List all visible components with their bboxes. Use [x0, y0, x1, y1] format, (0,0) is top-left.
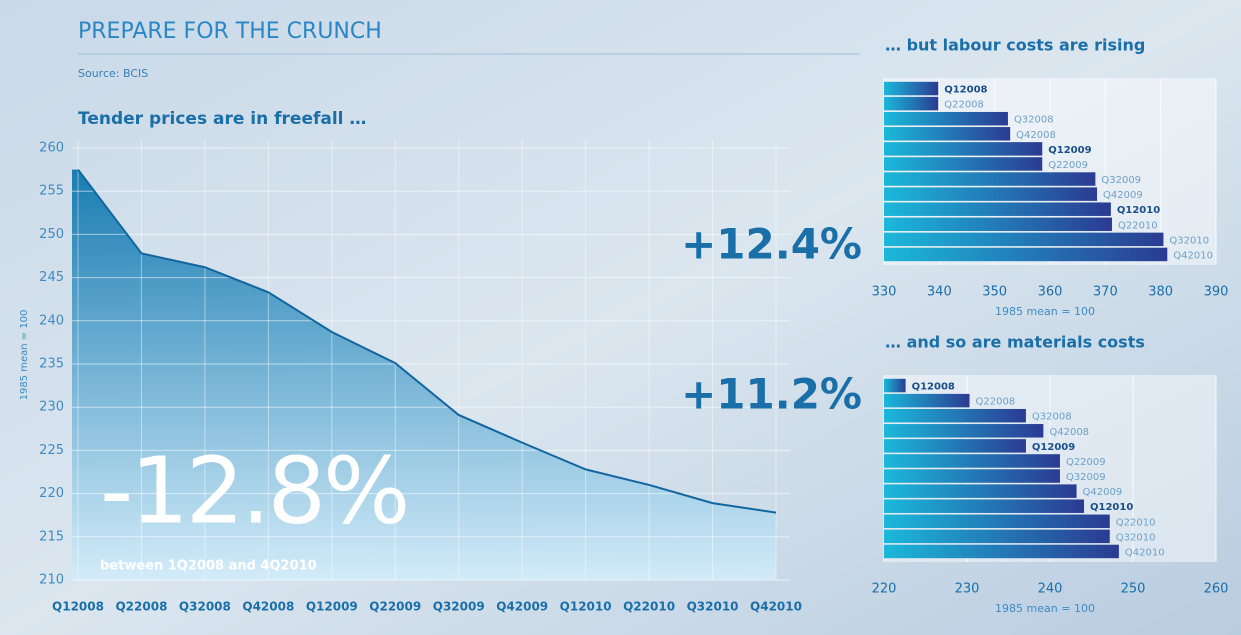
x-axis-label: 1985 mean = 100: [995, 602, 1095, 615]
chart-title: Tender prices are in freefall …: [78, 109, 366, 129]
y-tick-label: 230: [39, 400, 64, 415]
x-tick-label: Q12010: [560, 600, 612, 614]
bar: [884, 172, 1096, 186]
x-tick-label: 390: [1204, 285, 1229, 300]
x-tick-label: 260: [1204, 582, 1229, 597]
bar: [884, 439, 1026, 453]
x-tick-label: Q32010: [687, 600, 739, 614]
bar: [884, 424, 1044, 438]
bar: [884, 247, 1168, 262]
x-tick-label: 360: [1038, 285, 1063, 300]
bar: [884, 469, 1060, 483]
bar-label: Q22009: [1066, 457, 1106, 468]
bar: [884, 408, 1026, 423]
bar: [884, 232, 1164, 247]
x-tick-label: 220: [872, 582, 897, 597]
annotation-note: between 1Q2008 and 4Q2010: [100, 559, 317, 574]
bar-label: Q32010: [1169, 235, 1209, 246]
y-tick-label: 255: [39, 184, 64, 199]
bar: [884, 544, 1119, 559]
x-axis-label: 1985 mean = 100: [995, 305, 1095, 318]
y-tick-label: 215: [39, 529, 64, 544]
x-tick-label: Q22008: [115, 600, 167, 614]
x-tick-label: 370: [1093, 285, 1118, 300]
bar-label: Q12009: [1032, 442, 1075, 453]
y-tick-label: 240: [39, 313, 64, 328]
bar-label: Q22008: [975, 397, 1015, 408]
annotation: +11.2%: [681, 370, 862, 419]
bar-label: Q32008: [1014, 115, 1054, 126]
x-tick-label: Q22010: [623, 600, 675, 614]
x-tick-label: Q42010: [750, 600, 802, 614]
y-tick-label: 260: [39, 141, 64, 156]
source: Source: BCIS: [78, 67, 148, 80]
bar: [884, 393, 970, 408]
bar-label: Q42010: [1125, 547, 1165, 558]
bar-label: Q12008: [912, 382, 955, 393]
annotation: +12.4%: [681, 220, 862, 269]
area: [72, 169, 776, 580]
bar: [884, 514, 1110, 529]
bar-label: Q22008: [944, 100, 984, 111]
bar-label: Q12009: [1048, 145, 1091, 156]
bar: [884, 454, 1060, 468]
bar-label: Q42008: [1049, 427, 1089, 438]
x-tick-label: 350: [982, 285, 1007, 300]
bar: [884, 142, 1043, 156]
bar: [884, 96, 939, 111]
y-tick-label: 220: [39, 486, 64, 501]
y-tick-label: 250: [39, 227, 64, 242]
bar: [884, 378, 906, 393]
bar: [884, 217, 1112, 232]
page-title: PREPARE FOR THE CRUNCH: [78, 19, 382, 44]
bar: [884, 529, 1110, 544]
bar-label: Q42009: [1083, 487, 1123, 498]
bar: [884, 484, 1077, 498]
bar-label: Q42008: [1016, 130, 1056, 141]
bar: [884, 81, 939, 96]
bar: [884, 157, 1043, 171]
x-tick-label: 240: [1038, 582, 1063, 597]
bar-label: Q32010: [1116, 532, 1156, 543]
y-tick-label: 245: [39, 270, 64, 285]
bar: [884, 202, 1111, 216]
bar-label: Q32009: [1066, 472, 1106, 483]
x-tick-label: 230: [955, 582, 980, 597]
x-tick-label: 250: [1121, 582, 1146, 597]
x-tick-label: 380: [1148, 285, 1173, 300]
bar: [884, 111, 1008, 126]
y-tick-label: 225: [39, 443, 64, 458]
y-tick-label: 235: [39, 357, 64, 372]
bar: [884, 127, 1011, 141]
x-tick-label: Q12008: [52, 600, 104, 614]
bar: [884, 187, 1098, 201]
bar-label: Q32009: [1101, 175, 1141, 186]
bar-label: Q22010: [1118, 220, 1158, 231]
y-axis-label: 1985 mean = 100: [19, 310, 30, 401]
bar-label: Q32008: [1032, 412, 1072, 423]
bar-label: Q12008: [944, 85, 987, 96]
bar-label: Q42009: [1103, 190, 1143, 201]
area-line: [77, 168, 777, 514]
bar-label: Q12010: [1117, 205, 1160, 216]
x-tick-label: 340: [927, 285, 952, 300]
bar-label: Q12010: [1090, 502, 1133, 513]
x-tick-label: Q12009: [306, 600, 358, 614]
x-tick-label: Q22009: [369, 600, 421, 614]
x-tick-label: Q32009: [433, 600, 485, 614]
bar-label: Q22010: [1116, 517, 1156, 528]
annotation: -12.8%: [100, 437, 407, 544]
x-tick-label: 330: [872, 285, 897, 300]
bar-label: Q42010: [1173, 250, 1213, 261]
chart-title: … but labour costs are rising: [885, 36, 1145, 55]
bar: [884, 499, 1085, 513]
x-tick-label: Q32008: [179, 600, 231, 614]
bar-label: Q22009: [1048, 160, 1088, 171]
chart-title: … and so are materials costs: [885, 333, 1145, 352]
y-tick-label: 210: [39, 573, 64, 588]
x-tick-label: Q42008: [242, 600, 294, 614]
x-tick-label: Q42009: [496, 600, 548, 614]
